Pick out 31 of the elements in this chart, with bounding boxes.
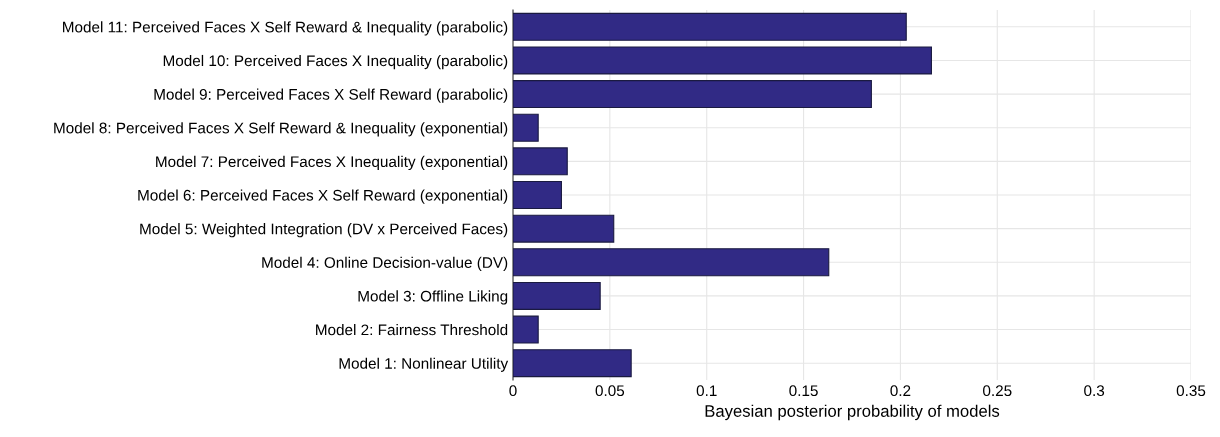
- bar: [513, 180, 562, 210]
- y-tick-label: Model 1: Nonlinear Utility: [339, 357, 509, 372]
- bar: [513, 315, 539, 344]
- y-tick-label: Model 9: Perceived Faces X Self Reward (parabolic): [154, 88, 508, 103]
- y-tick-label: Model 3: Offline Liking: [358, 290, 508, 305]
- bar: [513, 46, 932, 75]
- x-tick-label: 0.1: [696, 385, 717, 397]
- y-tick-label: Model 8: Perceived Faces X Self Reward & Inequality (exponential): [54, 122, 508, 137]
- y-tick-label: Model 5: Weighted Integration (DV x Perceived Faces): [140, 223, 508, 238]
- bar: [513, 80, 872, 109]
- y-tick-label: Model 7: Perceived Faces X Inequality (exponential): [156, 155, 508, 171]
- y-tick-label: Model 4: Online Decision-value (DV): [262, 256, 508, 271]
- y-tick-label: Model 2: Fairness Threshold: [316, 324, 508, 336]
- y-tick-label: Model 6: Perceived Faces X Self Reward (exponential): [138, 189, 508, 204]
- x-tick-label: 0: [509, 385, 517, 397]
- y-tick-label: Model 11: Perceived Faces X Self Reward & Inequality (parabolic): [63, 21, 508, 36]
- bar: [513, 281, 601, 310]
- x-tick-label: 0.25: [983, 385, 1012, 397]
- bar: [513, 147, 568, 176]
- x-axis-title: Bayesian posterior probability of models: [705, 404, 1000, 421]
- bar: [513, 248, 830, 277]
- bar: [513, 12, 907, 41]
- bar: [513, 214, 615, 243]
- x-tick-label: 0.15: [789, 385, 818, 397]
- bar: [513, 113, 539, 142]
- bar: [513, 349, 632, 378]
- y-tick-label: Model 10: Perceived Faces X Inequality (parabolic): [163, 54, 508, 70]
- x-tick-label: 0.3: [1084, 385, 1105, 397]
- x-tick-label: 0.2: [890, 385, 911, 397]
- x-tick-label: 0.35: [1176, 385, 1206, 397]
- x-tick-label: 0.05: [595, 385, 625, 397]
